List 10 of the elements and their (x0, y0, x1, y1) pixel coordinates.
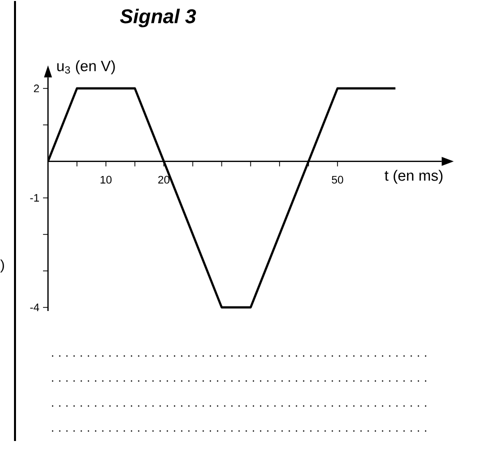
chart-title: Signal 3 (120, 8, 196, 28)
x-tick-label: 20 (158, 176, 170, 184)
x-tick-label: 50 (332, 176, 344, 184)
y-tick-label: -4 (30, 304, 40, 312)
text: ) (0, 260, 4, 273)
y-tick-label: 2 (34, 84, 39, 92)
x-axis-title: t (en ms) (384, 170, 442, 184)
x-tick-label: 10 (100, 176, 112, 184)
y-axis-title: u$_{3}$ (en V) (57, 60, 115, 74)
y-tick-label: -1 (30, 194, 39, 202)
